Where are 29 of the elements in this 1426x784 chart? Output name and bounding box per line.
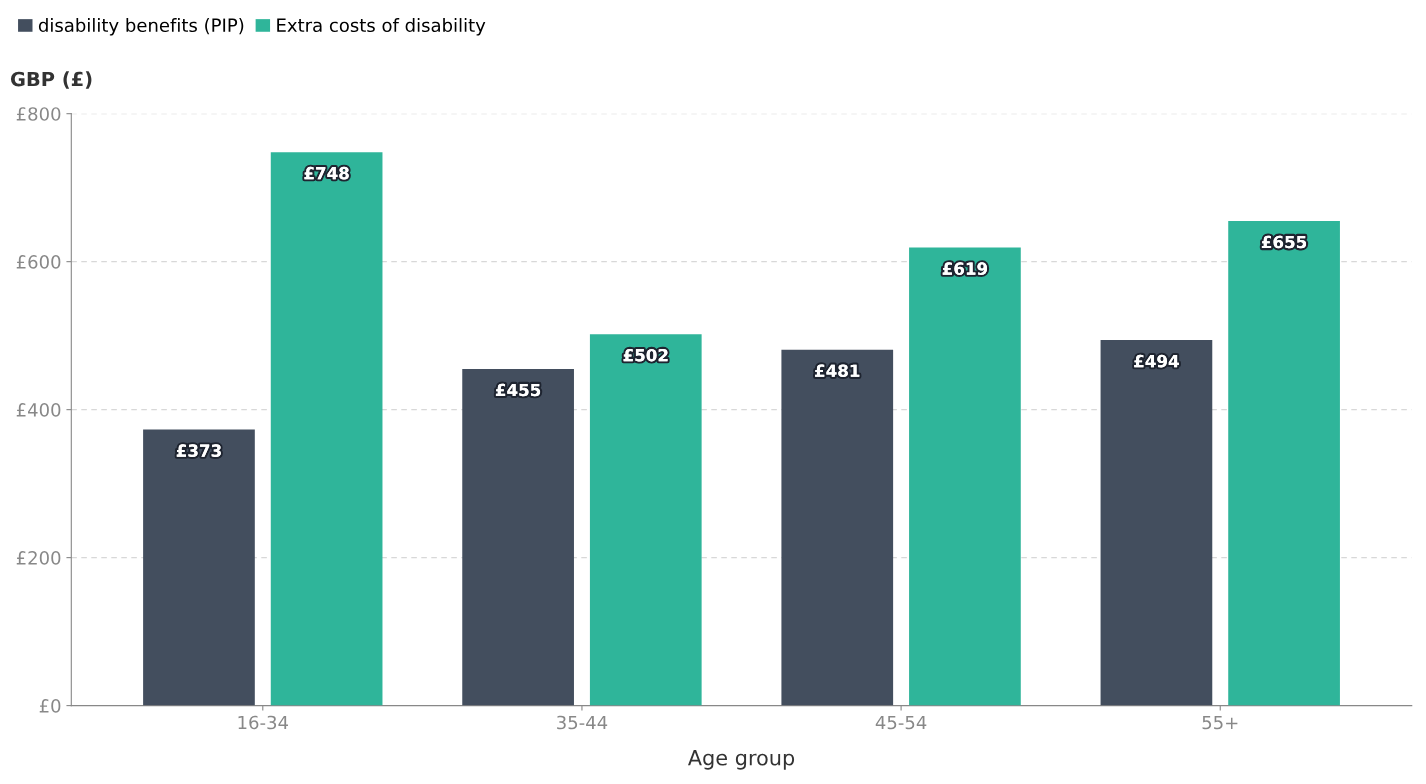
bar xyxy=(462,368,574,706)
bar xyxy=(909,247,1021,706)
y-tick-label: £200 xyxy=(16,551,61,565)
data-label: £494 xyxy=(1134,354,1179,368)
bar xyxy=(143,429,255,706)
data-label: £481 xyxy=(815,364,860,378)
data-label: £748 xyxy=(304,166,349,180)
x-tick-label: 45-54 xyxy=(875,715,927,730)
x-axis-title: Age group xyxy=(687,750,795,770)
data-label: £619 xyxy=(942,262,988,275)
legend-label: disability benefits (PIP) xyxy=(38,18,244,36)
bar xyxy=(270,152,383,706)
y-tick-label: £800 xyxy=(16,107,61,121)
x-tick-label: 16-34 xyxy=(238,715,289,730)
bar xyxy=(1228,220,1340,706)
y-tick-label: £0 xyxy=(39,699,61,713)
y-tick-label: £400 xyxy=(16,403,61,417)
x-tick-label: 55+ xyxy=(1202,715,1238,730)
legend-label: Extra costs of disability xyxy=(277,18,486,36)
data-label: £373 xyxy=(176,444,221,457)
bar xyxy=(589,334,702,706)
y-axis-title: GBP (£) xyxy=(10,71,92,89)
bar xyxy=(1100,340,1213,706)
bar xyxy=(781,349,894,706)
x-tick-label: 35-44 xyxy=(557,715,608,730)
data-label: £502 xyxy=(623,348,668,362)
data-label: £455 xyxy=(495,383,541,397)
y-tick-label: £600 xyxy=(16,255,61,269)
data-label: £655 xyxy=(1261,235,1307,249)
